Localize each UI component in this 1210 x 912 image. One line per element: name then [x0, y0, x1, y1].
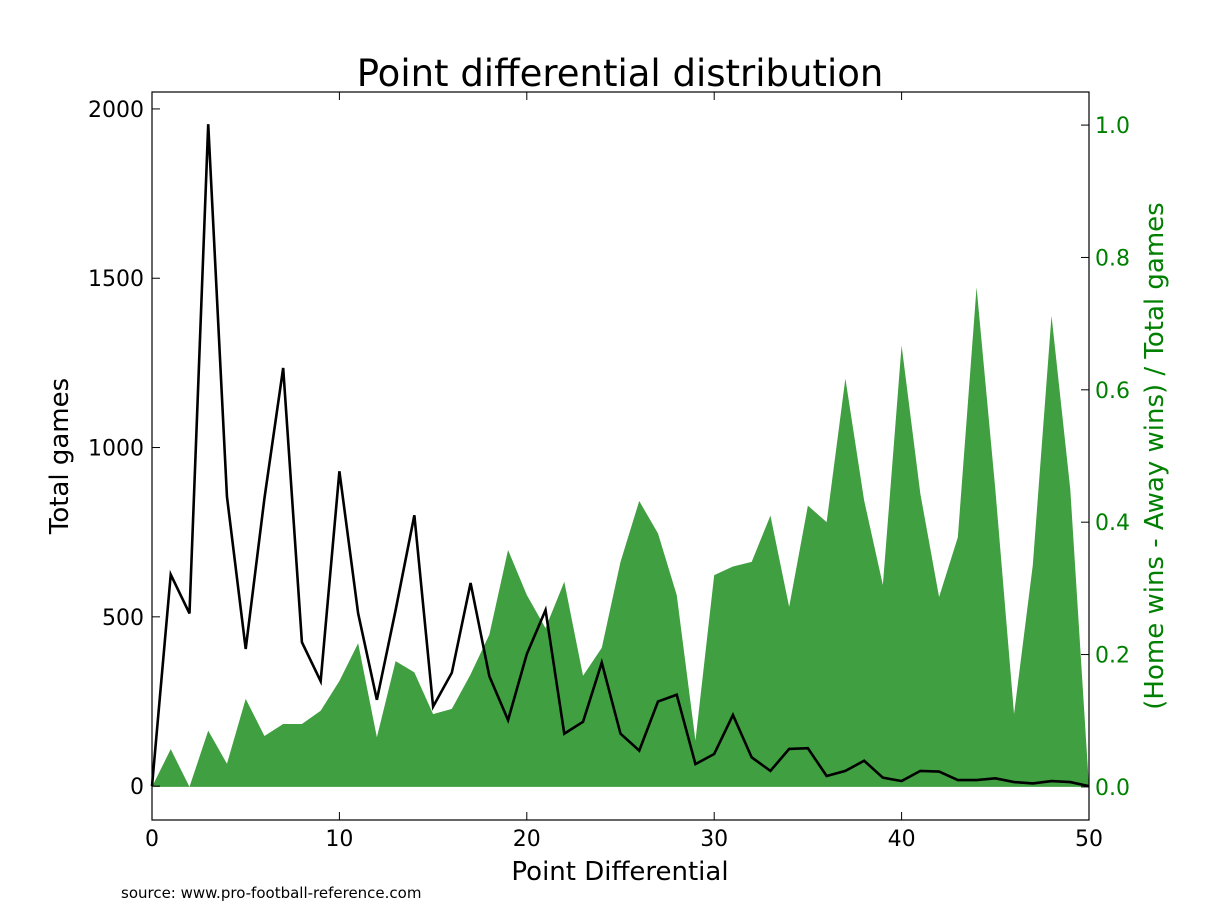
plot-frame: [151, 91, 1090, 821]
y-tick-label: 1000: [88, 437, 144, 462]
y2-tick-label: 0.2: [1095, 644, 1130, 669]
y2-tick-label: 0.6: [1095, 379, 1130, 404]
y-tick-label: 0: [130, 775, 144, 800]
line-series: [150, 124, 1090, 788]
y-axis-label: Total games: [45, 378, 75, 535]
x-tick-label: 30: [700, 827, 728, 852]
y2-tick-label: 1.0: [1095, 114, 1130, 139]
y-tick-label: 500: [102, 606, 144, 631]
chart-title: Point differential distribution: [357, 52, 884, 95]
x-tick-label: 40: [888, 827, 916, 852]
y2-tick-label: 0.4: [1095, 511, 1130, 536]
x-tick-label: 20: [513, 827, 541, 852]
x-axis-label: Point Differential: [511, 857, 728, 887]
x-tick-label: 0: [145, 827, 159, 852]
x-axis: 0 10 20 30 40 50: [145, 92, 1103, 852]
area-series: [152, 287, 1089, 787]
y-tick-label: 1500: [88, 267, 144, 292]
y-axis-right: 0.0 0.2 0.4 0.6 0.8 1.0: [1081, 114, 1130, 801]
y-axis-left: 0 500 1000 1500 2000: [88, 98, 160, 800]
y2-tick-label: 0.0: [1095, 776, 1130, 801]
x-tick-label: 10: [325, 827, 353, 852]
line-path: [150, 124, 1090, 788]
source-note: source: www.pro-football-reference.com: [121, 884, 422, 902]
y-tick-label: 2000: [88, 98, 144, 123]
y2-tick-label: 0.8: [1095, 246, 1130, 271]
area-fill: [152, 287, 1089, 787]
y2-axis-label: (Home wins - Away wins) / Total games: [1140, 202, 1170, 709]
x-tick-label: 50: [1075, 827, 1103, 852]
